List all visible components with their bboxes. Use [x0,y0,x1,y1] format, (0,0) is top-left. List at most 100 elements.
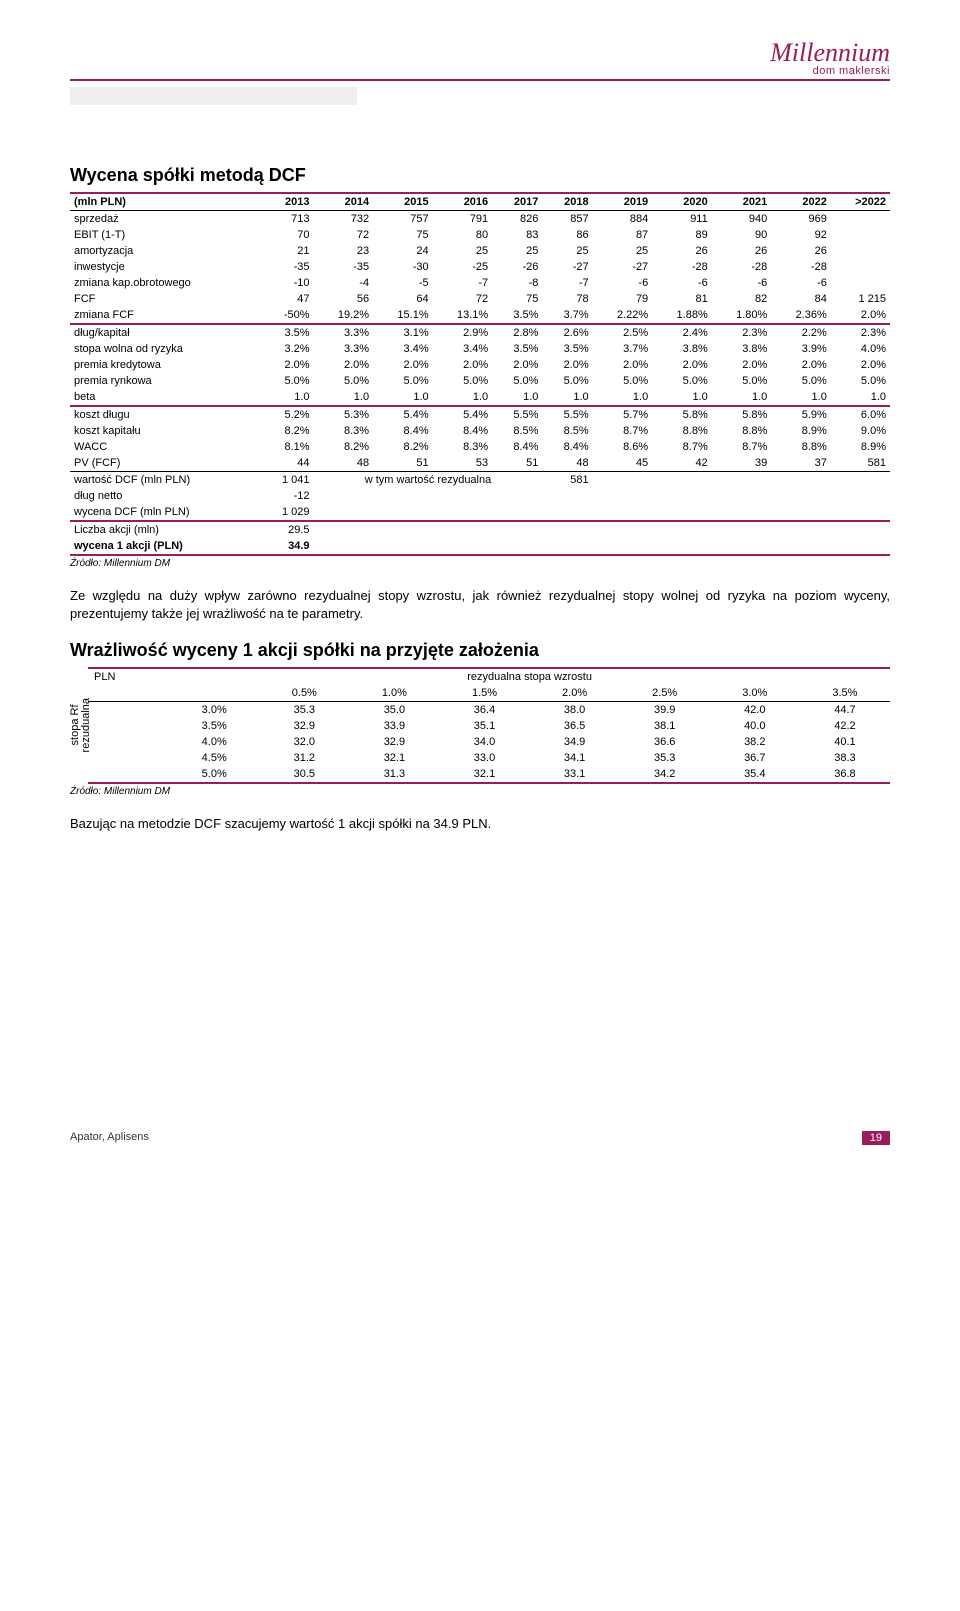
sens-cell: 38.1 [620,718,710,734]
dcf-cell: 8.8% [652,423,712,439]
dcf-cell: 8.8% [712,423,772,439]
dcf-cell: 2.0% [542,357,592,373]
logo-sub: dom maklerski [770,66,890,77]
dcf-year-header: 2016 [433,193,493,211]
dcf-col-label: (mln PLN) [70,193,260,211]
sens-col-header: 3.5% [800,685,890,702]
dcf-summary2-value: 34.9 [260,538,314,555]
dcf-cell: 64 [373,291,433,307]
dcf-cell: 5.4% [373,406,433,423]
dcf-cell: 13.1% [433,307,493,324]
dcf-cell: -7 [433,275,493,291]
dcf-row-label: beta [70,389,260,406]
header-bar: Millennium dom maklerski [70,40,890,81]
sens-col-header: 2.0% [530,685,620,702]
dcf-cell: 15.1% [373,307,433,324]
sens-cell: 34.1 [530,750,620,766]
dcf-cell: 969 [771,211,831,228]
dcf-cell: 86 [542,227,592,243]
dcf-cell: 26 [712,243,772,259]
dcf-cell: 5.8% [652,406,712,423]
dcf-cell: 8.7% [652,439,712,455]
dcf-cell: 5.3% [314,406,374,423]
logo-main: Millennium [770,40,890,66]
dcf-cell: 5.0% [771,373,831,389]
dcf-summary2-value: 29.5 [260,521,314,538]
dcf-cell: 2.0% [373,357,433,373]
dcf-cell: 5.0% [260,373,314,389]
dcf-cell: 1.0 [771,389,831,406]
dcf-cell: 8.4% [373,423,433,439]
sens-cell: 36.6 [620,734,710,750]
dcf-row-label: premia rynkowa [70,373,260,389]
sens-cell: 42.0 [710,702,800,719]
sens-cell: 39.9 [620,702,710,719]
sens-x-label: rezydualna stopa wzrostu [169,668,890,685]
dcf-cell: 581 [831,455,890,472]
sens-cell: 32.0 [259,734,349,750]
dcf-cell: 8.7% [712,439,772,455]
dcf-cell: 8.8% [771,439,831,455]
dcf-cell: 2.0% [492,357,542,373]
dcf-cell: -35 [260,259,314,275]
dcf-cell: 37 [771,455,831,472]
dcf-cell: 5.0% [831,373,890,389]
dcf-cell: 8.5% [492,423,542,439]
dcf-summary-label: dług netto [70,488,260,504]
dcf-cell: 8.3% [433,439,493,455]
dcf-cell: 48 [314,455,374,472]
dcf-cell: 8.4% [433,423,493,439]
dcf-cell: 2.0% [831,307,890,324]
dcf-cell: -6 [771,275,831,291]
dcf-cell: 23 [314,243,374,259]
dcf-cell: 75 [492,291,542,307]
dcf-cell: 8.4% [542,439,592,455]
dcf-cell: 5.0% [652,373,712,389]
dcf-cell: 1.80% [712,307,772,324]
dcf-year-header: 2020 [652,193,712,211]
sens-cell: 30.5 [259,766,349,783]
dcf-cell: 732 [314,211,374,228]
dcf-cell: 25 [433,243,493,259]
sens-y-label: stopa Rfrezudualna [70,698,88,752]
sens-cell: 36.5 [530,718,620,734]
sens-cell: 44.7 [800,702,890,719]
dcf-cell: 25 [492,243,542,259]
dcf-cell: 2.0% [433,357,493,373]
dcf-cell: 2.0% [712,357,772,373]
dcf-title: Wycena spółki metodą DCF [70,165,890,186]
dcf-cell: 1.0 [492,389,542,406]
dcf-row-label: premia kredytowa [70,357,260,373]
dcf-cell: 1.0 [433,389,493,406]
sens-cell: 40.0 [710,718,800,734]
sens-col-header: 1.0% [349,685,439,702]
dcf-cell: 8.6% [593,439,653,455]
dcf-cell: -28 [771,259,831,275]
dcf-cell: 2.22% [593,307,653,324]
sens-cell: 38.3 [800,750,890,766]
sens-cell: 38.2 [710,734,800,750]
dcf-cell: 2.5% [593,324,653,341]
dcf-cell: 3.5% [492,307,542,324]
dcf-cell: 25 [542,243,592,259]
dcf-cell: -27 [593,259,653,275]
sens-row-header: 4.0% [169,734,259,750]
sens-cell: 32.1 [349,750,439,766]
dcf-table: (mln PLN)2013201420152016201720182019202… [70,192,890,556]
dcf-cell: 791 [433,211,493,228]
sens-cell: 35.0 [349,702,439,719]
dcf-cell: 5.7% [593,406,653,423]
dcf-cell: 90 [712,227,772,243]
dcf-cell [831,243,890,259]
dcf-cell: 5.9% [771,406,831,423]
dcf-cell: -50% [260,307,314,324]
dcf-year-header: 2019 [593,193,653,211]
dcf-row-label: PV (FCF) [70,455,260,472]
dcf-cell: 3.7% [542,307,592,324]
paragraph-2: Bazując na metodzie DCF szacujemy wartoś… [70,815,890,833]
dcf-cell: 92 [771,227,831,243]
dcf-cell: 2.3% [712,324,772,341]
dcf-row-label: EBIT (1-T) [70,227,260,243]
dcf-cell: 2.4% [652,324,712,341]
sens-cell: 32.9 [259,718,349,734]
